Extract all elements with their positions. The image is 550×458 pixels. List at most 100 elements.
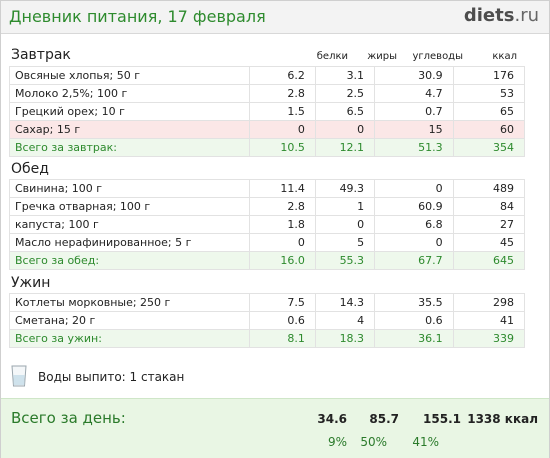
day-total-label: Всего за день: bbox=[11, 409, 126, 427]
carbs-value: 0 bbox=[374, 179, 454, 198]
col-header-carbs: углеводы bbox=[412, 51, 463, 62]
table-row: Свинина; 100 г 11.4 49.3 0 489 bbox=[9, 179, 526, 198]
section-total-row: Всего за обед: 16.0 55.3 67.7 645 bbox=[9, 251, 526, 270]
protein-value: 1.5 bbox=[248, 102, 316, 121]
section-total-row: Всего за ужин: 8.1 18.3 36.1 339 bbox=[9, 329, 526, 348]
fat-value: 0 bbox=[314, 120, 376, 139]
total-protein: 8.1 bbox=[248, 329, 316, 348]
site-logo[interactable]: diets.ru bbox=[464, 5, 539, 26]
carbs-value: 0 bbox=[374, 233, 454, 252]
page-title: Дневник питания, 17 февраля bbox=[9, 7, 266, 26]
fat-value: 6.5 bbox=[314, 102, 376, 121]
water-text: Воды выпито: 1 стакан bbox=[38, 370, 185, 384]
total-fat: 18.3 bbox=[314, 329, 376, 348]
total-kcal: 645 bbox=[452, 251, 526, 270]
fat-value: 14.3 bbox=[314, 293, 376, 312]
table-row: Сметана; 20 г 0.6 4 0.6 41 bbox=[9, 311, 526, 330]
table-row: капуста; 100 г 1.8 0 6.8 27 bbox=[9, 215, 526, 234]
table-row-highlighted: Сахар; 15 г 0 0 15 60 bbox=[9, 120, 526, 139]
kcal-value: 176 bbox=[452, 66, 526, 85]
carbs-value: 0.6 bbox=[374, 311, 454, 330]
section-title-breakfast: Завтрак bbox=[11, 47, 71, 63]
section-total-row: Всего за завтрак: 10.5 12.1 51.3 354 bbox=[9, 138, 526, 157]
fat-value: 1 bbox=[314, 197, 376, 216]
col-header-fat: жиры bbox=[367, 51, 397, 62]
food-name: Котлеты морковные; 250 г bbox=[9, 293, 250, 312]
protein-value: 0.6 bbox=[248, 311, 316, 330]
total-label: Всего за обед: bbox=[9, 251, 250, 270]
total-kcal: 354 bbox=[452, 138, 526, 157]
food-name: Свинина; 100 г bbox=[9, 179, 250, 198]
total-label: Всего за завтрак: bbox=[9, 138, 250, 157]
col-header-protein: белки bbox=[316, 51, 348, 62]
protein-value: 1.8 bbox=[248, 215, 316, 234]
table-row: Овсяные хлопья; 50 г 6.2 3.1 30.9 176 bbox=[9, 66, 526, 85]
table-row: Масло нерафинированное; 5 г 0 5 0 45 bbox=[9, 233, 526, 252]
day-percent-carbs: 41% bbox=[412, 435, 439, 449]
section-title-lunch: Обед bbox=[11, 161, 49, 177]
breakfast-table: Овсяные хлопья; 50 г 6.2 3.1 30.9 176 Мо… bbox=[9, 66, 526, 157]
carbs-value: 35.5 bbox=[374, 293, 454, 312]
food-name: Масло нерафинированное; 5 г bbox=[9, 233, 250, 252]
total-carbs: 67.7 bbox=[374, 251, 454, 270]
fat-value: 2.5 bbox=[314, 84, 376, 103]
day-total-protein: 34.6 bbox=[317, 412, 347, 426]
carbs-value: 6.8 bbox=[374, 215, 454, 234]
fat-value: 0 bbox=[314, 215, 376, 234]
kcal-value: 45 bbox=[452, 233, 526, 252]
kcal-value: 65 bbox=[452, 102, 526, 121]
col-header-kcal: ккал bbox=[492, 51, 517, 62]
logo-tld: .ru bbox=[514, 5, 539, 26]
kcal-value: 27 bbox=[452, 215, 526, 234]
dinner-table: Котлеты морковные; 250 г 7.5 14.3 35.5 2… bbox=[9, 293, 526, 348]
day-total-kcal: 1338 ккал bbox=[467, 412, 538, 426]
total-label: Всего за ужин: bbox=[9, 329, 250, 348]
protein-value: 0 bbox=[248, 120, 316, 139]
protein-value: 11.4 bbox=[248, 179, 316, 198]
carbs-value: 0.7 bbox=[374, 102, 454, 121]
kcal-value: 84 bbox=[452, 197, 526, 216]
total-carbs: 51.3 bbox=[374, 138, 454, 157]
food-name: капуста; 100 г bbox=[9, 215, 250, 234]
lunch-table: Свинина; 100 г 11.4 49.3 0 489 Гречка от… bbox=[9, 179, 526, 270]
kcal-value: 60 bbox=[452, 120, 526, 139]
carbs-value: 60.9 bbox=[374, 197, 454, 216]
food-name: Сахар; 15 г bbox=[9, 120, 250, 139]
table-row: Молоко 2,5%; 100 г 2.8 2.5 4.7 53 bbox=[9, 84, 526, 103]
protein-value: 2.8 bbox=[248, 84, 316, 103]
day-percent-protein: 9% bbox=[327, 435, 347, 449]
protein-value: 0 bbox=[248, 233, 316, 252]
protein-value: 6.2 bbox=[248, 66, 316, 85]
day-percent-fat: 50% bbox=[360, 435, 387, 449]
total-fat: 55.3 bbox=[314, 251, 376, 270]
kcal-value: 489 bbox=[452, 179, 526, 198]
kcal-value: 298 bbox=[452, 293, 526, 312]
fat-value: 4 bbox=[314, 311, 376, 330]
food-name: Молоко 2,5%; 100 г bbox=[9, 84, 250, 103]
kcal-value: 53 bbox=[452, 84, 526, 103]
carbs-value: 30.9 bbox=[374, 66, 454, 85]
protein-value: 7.5 bbox=[248, 293, 316, 312]
carbs-value: 15 bbox=[374, 120, 454, 139]
table-row: Грецкий орех; 10 г 1.5 6.5 0.7 65 bbox=[9, 102, 526, 121]
table-row: Котлеты морковные; 250 г 7.5 14.3 35.5 2… bbox=[9, 293, 526, 312]
total-protein: 10.5 bbox=[248, 138, 316, 157]
total-kcal: 339 bbox=[452, 329, 526, 348]
section-title-dinner: Ужин bbox=[11, 275, 51, 291]
logo-main: diets bbox=[463, 5, 515, 26]
kcal-value: 41 bbox=[452, 311, 526, 330]
fat-value: 5 bbox=[314, 233, 376, 252]
protein-value: 2.8 bbox=[248, 197, 316, 216]
total-protein: 16.0 bbox=[248, 251, 316, 270]
fat-value: 3.1 bbox=[314, 66, 376, 85]
total-fat: 12.1 bbox=[314, 138, 376, 157]
food-name: Гречка отварная; 100 г bbox=[9, 197, 250, 216]
day-total-fat: 85.7 bbox=[369, 412, 399, 426]
food-name: Грецкий орех; 10 г bbox=[9, 102, 250, 121]
table-row: Гречка отварная; 100 г 2.8 1 60.9 84 bbox=[9, 197, 526, 216]
food-name: Овсяные хлопья; 50 г bbox=[9, 66, 250, 85]
page-header: Дневник питания, 17 февраля diets.ru bbox=[1, 1, 549, 34]
day-total-carbs: 155.1 bbox=[423, 412, 461, 426]
day-total-panel: Всего за день: 34.6 85.7 155.1 1338 ккал… bbox=[1, 398, 549, 458]
fat-value: 49.3 bbox=[314, 179, 376, 198]
